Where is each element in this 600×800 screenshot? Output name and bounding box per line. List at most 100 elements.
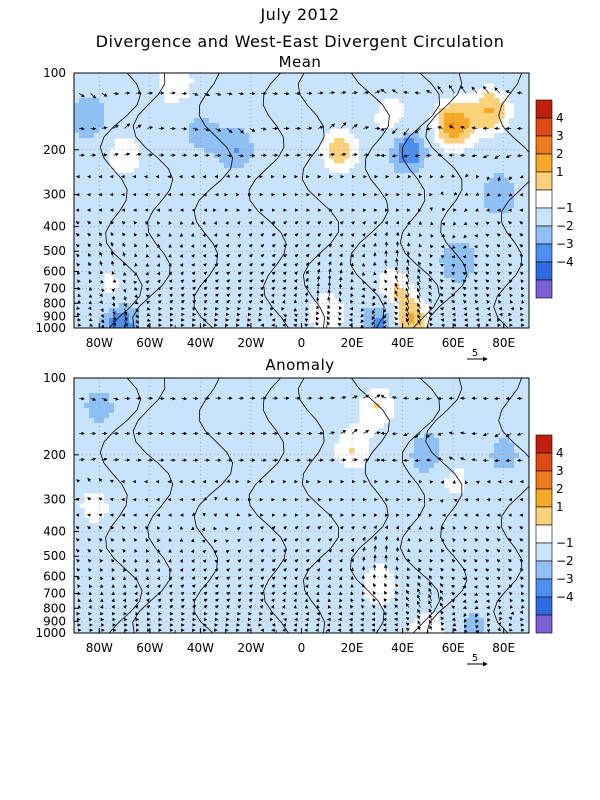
wind-vector <box>430 233 434 238</box>
divergence-cell <box>484 303 490 309</box>
divergence-cell <box>414 108 420 114</box>
divergence-cell <box>254 163 260 169</box>
divergence-cell <box>169 163 175 169</box>
divergence-cell <box>409 273 415 279</box>
divergence-cell <box>184 203 190 209</box>
divergence-cell <box>474 228 480 234</box>
divergence-cell <box>94 93 100 99</box>
divergence-cell <box>419 178 425 184</box>
divergence-cell <box>404 218 410 224</box>
divergence-cell <box>219 93 225 99</box>
divergence-cell <box>189 258 195 264</box>
divergence-cell <box>474 278 480 284</box>
wind-vector <box>464 208 468 212</box>
divergence-cell <box>94 83 100 89</box>
divergence-cell <box>354 88 360 94</box>
divergence-cell <box>354 273 360 279</box>
divergence-cell <box>74 243 80 249</box>
divergence-cell <box>189 103 195 109</box>
divergence-cell <box>369 73 375 79</box>
wind-vector <box>76 271 81 276</box>
divergence-cell <box>279 273 285 279</box>
divergence-cell <box>489 138 495 144</box>
divergence-cell <box>219 308 225 314</box>
divergence-cell <box>259 273 265 279</box>
divergence-cell <box>419 248 425 254</box>
divergence-cell <box>109 93 115 99</box>
divergence-cell <box>244 228 250 234</box>
divergence-cell <box>189 148 195 154</box>
divergence-cell <box>379 188 385 194</box>
divergence-cell <box>329 188 335 194</box>
divergence-cell <box>444 238 450 244</box>
wind-vector <box>361 253 366 258</box>
wind-vector <box>271 221 276 225</box>
divergence-cell <box>229 268 235 274</box>
divergence-cell <box>159 113 165 119</box>
divergence-cell <box>469 178 475 184</box>
divergence-cell <box>169 108 175 114</box>
divergence-cell <box>94 143 100 149</box>
divergence-cell <box>339 263 345 269</box>
divergence-cell <box>264 73 270 79</box>
divergence-cell <box>439 133 445 139</box>
divergence-cell <box>364 253 370 259</box>
divergence-cell <box>144 203 150 209</box>
divergence-cell <box>264 173 270 179</box>
divergence-cell <box>499 233 505 239</box>
divergence-cell <box>354 313 360 319</box>
divergence-cell <box>264 273 270 279</box>
divergence-cell <box>84 258 90 264</box>
wind-vector <box>475 208 479 212</box>
divergence-cell <box>199 163 205 169</box>
divergence-cell <box>449 108 455 114</box>
divergence-cell <box>419 113 425 119</box>
divergence-cell <box>324 233 330 239</box>
divergence-cell <box>444 228 450 234</box>
divergence-cell <box>519 218 525 224</box>
chart-subtitle: Divergence and West-East Divergent Circu… <box>95 32 505 51</box>
divergence-cell <box>399 313 405 319</box>
divergence-cell <box>374 228 380 234</box>
divergence-cell <box>274 203 280 209</box>
wind-vector <box>293 278 298 283</box>
divergence-cell <box>399 293 405 299</box>
wind-vector <box>429 244 434 249</box>
divergence-cell <box>119 173 125 179</box>
divergence-cell <box>349 178 355 184</box>
divergence-cell <box>294 153 300 159</box>
divergence-cell <box>379 243 385 249</box>
divergence-cell <box>224 93 230 99</box>
divergence-cell <box>484 258 490 264</box>
divergence-cell <box>84 318 90 324</box>
divergence-cell <box>174 103 180 109</box>
divergence-cell <box>274 138 280 144</box>
divergence-cell <box>379 173 385 179</box>
divergence-cell <box>389 218 395 224</box>
divergence-cell <box>259 103 265 109</box>
divergence-cell <box>134 118 140 124</box>
divergence-cell <box>254 288 260 294</box>
divergence-cell <box>294 313 300 319</box>
divergence-cell <box>439 163 445 169</box>
divergence-cell <box>289 163 295 169</box>
divergence-cell <box>164 123 170 129</box>
divergence-cell <box>274 208 280 214</box>
wind-vector <box>226 263 231 267</box>
divergence-cell <box>259 98 265 104</box>
divergence-cell <box>199 198 205 204</box>
divergence-cell <box>249 238 255 244</box>
divergence-cell <box>249 158 255 164</box>
divergence-cell <box>419 223 425 229</box>
divergence-cell <box>219 248 225 254</box>
divergence-cell <box>319 113 325 119</box>
divergence-cell <box>159 93 165 99</box>
divergence-cell <box>514 213 520 219</box>
divergence-cell <box>389 183 395 189</box>
divergence-cell <box>299 193 305 199</box>
divergence-cell <box>469 268 475 274</box>
divergence-cell <box>459 233 465 239</box>
divergence-cell <box>344 113 350 119</box>
divergence-cell <box>514 158 520 164</box>
divergence-cell <box>344 98 350 104</box>
